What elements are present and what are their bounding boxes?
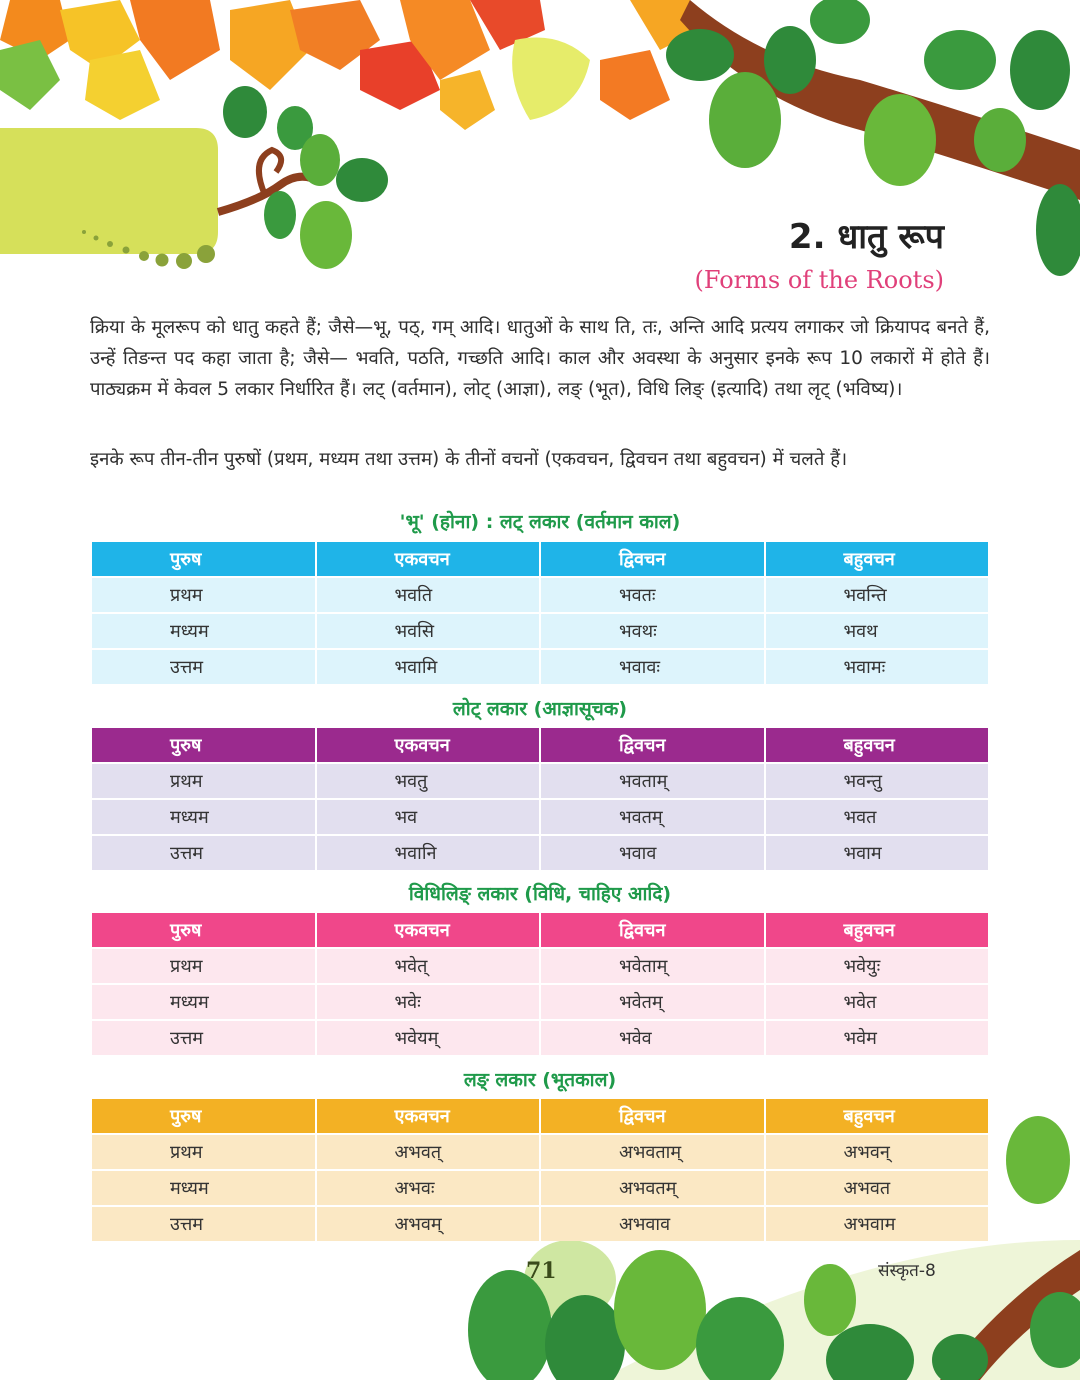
table-cell: अभवताम् (541, 1135, 764, 1169)
book-name: संस्कृत-8 (878, 1261, 936, 1281)
table-row: मध्यम भवेः भवेतम् भवेत (92, 985, 988, 1019)
table-cell: उत्तम (92, 1207, 315, 1241)
table-row: मध्यम भव भवतम् भवत (92, 800, 988, 834)
table-row: प्रथम अभवत् अभवताम् अभवन् (92, 1135, 988, 1169)
conjugation-table: पुरुष एकवचन द्विवचन बहुवचन प्रथम अभवत् अ… (90, 1097, 990, 1243)
column-header: पुरुष (92, 1099, 315, 1133)
conjugation-table: पुरुष एकवचन द्विवचन बहुवचन प्रथम भवेत् भ… (90, 911, 990, 1057)
table-cell: उत्तम (92, 650, 315, 684)
table-cell: अभवाम (765, 1207, 988, 1241)
table-cell: भवताम् (541, 764, 764, 798)
table-cell: भवन्तु (765, 764, 988, 798)
column-header: द्विवचन (541, 728, 764, 762)
table-row: प्रथम भवति भवतः भवन्ति (92, 578, 988, 612)
table-cell: प्रथम (92, 764, 315, 798)
column-header: एकवचन (316, 1099, 539, 1133)
lime-tab-shape (0, 128, 218, 254)
column-header: एकवचन (316, 913, 539, 947)
table-row: मध्यम भवसि भवथः भवथ (92, 614, 988, 648)
column-header: पुरुष (92, 728, 315, 762)
table-cell: अभवः (316, 1171, 539, 1205)
table-cell: अभवन् (765, 1135, 988, 1169)
table-cell: भवतः (541, 578, 764, 612)
column-header: बहुवचन (765, 913, 988, 947)
table-cell: भवाम (765, 836, 988, 870)
table-cell: भवामि (316, 650, 539, 684)
column-header: बहुवचन (765, 542, 988, 576)
table-cell: अभवम् (316, 1207, 539, 1241)
column-header: एकवचन (316, 542, 539, 576)
table-row: उत्तम अभवम् अभवाव अभवाम (92, 1207, 988, 1241)
table-cell: भवावः (541, 650, 764, 684)
intro-paragraph: क्रिया के मूलरूप को धातु कहते हैं; जैसे—… (90, 317, 990, 400)
table-cell: भवथः (541, 614, 764, 648)
table-cell: भवेव (541, 1021, 764, 1055)
table-row: मध्यम अभवः अभवतम् अभवत (92, 1171, 988, 1205)
table-cell: भवेताम् (541, 949, 764, 983)
bottom-leaves-icon (468, 1116, 1080, 1380)
table-cell: भवतु (316, 764, 539, 798)
table-title: 'भू' (होना) : लट् लकार (वर्तमान काल) (399, 511, 681, 533)
column-header: एकवचन (316, 728, 539, 762)
table-cell: भवति (316, 578, 539, 612)
table-cell: मध्यम (92, 614, 315, 648)
conjugation-table: पुरुष एकवचन द्विवचन बहुवचन प्रथम भवतु भव… (90, 726, 990, 872)
table-cell: अभवत (765, 1171, 988, 1205)
tree-top-right-icon (666, 0, 1080, 276)
table-cell: भव (316, 800, 539, 834)
table-cell: भवेः (316, 985, 539, 1019)
branch-left-icon (216, 86, 388, 269)
table-cell: अभवाव (541, 1207, 764, 1241)
table-cell: भवानि (316, 836, 539, 870)
table-cell: प्रथम (92, 578, 315, 612)
table-cell: भवाव (541, 836, 764, 870)
table-cell: भवसि (316, 614, 539, 648)
table-row: उत्तम भवामि भवावः भवामः (92, 650, 988, 684)
column-header: पुरुष (92, 913, 315, 947)
table-cell: भवन्ति (765, 578, 988, 612)
table-cell: उत्तम (92, 1021, 315, 1055)
table-cell: मध्यम (92, 985, 315, 1019)
column-header: द्विवचन (541, 913, 764, 947)
chapter-subtitle: (Forms of the Roots) (694, 266, 944, 294)
table-cell: अभवत् (316, 1135, 539, 1169)
column-header: पुरुष (92, 542, 315, 576)
dot-trail-icon (82, 230, 215, 269)
table-cell: भवथ (765, 614, 988, 648)
table-row: प्रथम भवतु भवताम् भवन्तु (92, 764, 988, 798)
table-cell: उत्तम (92, 836, 315, 870)
column-header: बहुवचन (765, 728, 988, 762)
table-title: लङ् लकार (भूतकाल) (463, 1069, 617, 1091)
table-cell: भवेत् (316, 949, 539, 983)
table-cell: भवेम (765, 1021, 988, 1055)
conjugation-table: पुरुष एकवचन द्विवचन बहुवचन प्रथम भवति भव… (90, 540, 990, 686)
table-cell: मध्यम (92, 800, 315, 834)
table-cell: भवेत (765, 985, 988, 1019)
table-cell: अभवतम् (541, 1171, 764, 1205)
column-header: द्विवचन (541, 542, 764, 576)
table-title: विधिलिङ् लकार (विधि, चाहिए आदि) (408, 883, 672, 905)
column-header: बहुवचन (765, 1099, 988, 1133)
table-cell: भवत (765, 800, 988, 834)
autumn-leaves-icon (0, 0, 700, 130)
intro-paragraph: इनके रूप तीन-तीन पुरुषों (प्रथम, मध्यम त… (90, 449, 848, 470)
table-title: लोट् लकार (आज्ञासूचक) (452, 698, 628, 720)
table-row: प्रथम भवेत् भवेताम् भवेयुः (92, 949, 988, 983)
table-cell: भवामः (765, 650, 988, 684)
table-row: उत्तम भवेयम् भवेव भवेम (92, 1021, 988, 1055)
page-number: 71 (526, 1258, 557, 1284)
table-cell: भवेयुः (765, 949, 988, 983)
chapter-title: 2. धातु रूप (788, 217, 944, 257)
table-cell: मध्यम (92, 1171, 315, 1205)
table-cell: प्रथम (92, 1135, 315, 1169)
table-cell: भवतम् (541, 800, 764, 834)
table-cell: भवेतम् (541, 985, 764, 1019)
table-row: उत्तम भवानि भवाव भवाम (92, 836, 988, 870)
column-header: द्विवचन (541, 1099, 764, 1133)
table-cell: भवेयम् (316, 1021, 539, 1055)
table-cell: प्रथम (92, 949, 315, 983)
